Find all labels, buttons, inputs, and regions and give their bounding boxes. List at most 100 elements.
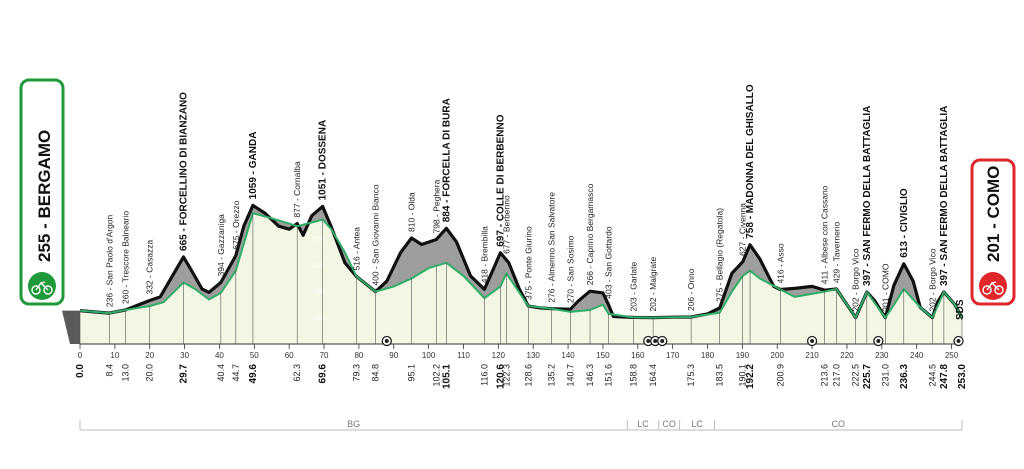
waypoint-km-label: 253.0 [957,364,968,389]
region-label: CO [831,419,845,429]
waypoint-name-label: 665 - FORCELLINO DI BIANZANO [179,92,190,251]
x-axis-tick-label: 10 [110,351,119,360]
waypoint-km-label: 158.8 [629,364,639,387]
waypoint-name-label: 375 - Ponte Giurino [523,226,533,300]
altitude-tick-label: 600 [313,262,325,269]
waypoint-km-label: 84.8 [371,364,381,382]
waypoint-name-label: 627 - Civenna [738,203,748,256]
start-badge: 255 - BERGAMO [19,78,65,306]
waypoint-km-label: 213.6 [820,364,830,387]
region-label: CO [662,419,676,429]
x-axis-tick-label: 230 [875,351,889,360]
waypoint-km-label: 128.6 [523,364,533,387]
waypoint-name-label: 411 - Albese con Cassano [820,185,830,284]
x-axis-tick-label: 200 [771,351,785,360]
finish-badge: 201 - COMO [970,158,1016,306]
km-marker-dot [646,339,651,343]
profile-area-fill [80,205,962,344]
waypoint-name-label: 884 - FORCELLA DI BURA [441,98,452,222]
finish-bike-glyph [982,281,1004,295]
waypoint-name-label: 675 - Orezzo [231,200,241,249]
region-label: BG [347,419,360,429]
km-marker-dot [956,339,961,343]
waypoint-km-label: 151.6 [604,364,614,387]
x-axis-tick-label: 210 [805,351,819,360]
x-axis-tick-label: 30 [180,351,189,360]
waypoint-name-label: 275 - Bellagio (Regatola) [715,208,725,302]
waypoint-km-label: 49.6 [248,364,259,384]
km-marker-dot [653,339,658,343]
waypoint-km-label: 79.3 [351,364,361,382]
waypoint-km-label: 44.7 [231,364,241,382]
waypoint-name-label: 697 - COLLE DI BERBENNO [495,114,506,246]
waypoint-km-label: 217.0 [831,364,841,387]
waypoint-km-label: 247.8 [939,364,950,389]
start-badge-frame [19,78,65,306]
waypoint-name-label: 516 - Antea [351,227,361,271]
waypoint-name-label: 613 - CIVIGLIO [899,188,910,258]
waypoint-km-label: 190.1 [738,364,748,387]
profile-start-side [62,310,80,344]
waypoint-km-label: 120.6 [495,364,506,389]
waypoint-name-label: 403 - San Gottardo [604,226,614,299]
waypoint-km-label: 62.3 [292,364,302,382]
waypoint-name-label: 201 - COMO [880,263,890,312]
waypoint-km-label: 164.4 [648,364,658,387]
waypoint-name-label: 677 - Berbenno [501,195,511,254]
x-axis-tick-label: 220 [840,351,854,360]
waypoint-name-label: 400 - San Giovanni Bianco [371,184,381,285]
waypoint-name-label: 202 - Borgo Vico [927,248,937,311]
waypoint-km-label: 29.7 [179,364,190,384]
waypoint-name-label: 266 - Caprino Bergamasco [585,183,595,285]
waypoint-name-label: 1059 - GANDA [248,132,259,200]
waypoint-name-label: 332 - Casazza [145,239,155,294]
waypoint-km-label: 244.5 [927,364,937,387]
waypoint-name-label: 758 - MADONNA DEL GHISALLO [745,84,756,239]
start-cyclist-icon [28,272,56,300]
waypoint-name-label: 202 - Malgrate [648,256,658,311]
waypoint-name-label: 270 - San Sosimo [566,235,576,303]
waypoint-name-label: 1051 - DOSSENA [318,120,329,201]
waypoint-km-label: 222.5 [851,364,861,387]
waypoint-km-label: 225.7 [862,364,873,389]
x-axis-tick-label: 140 [561,351,575,360]
waypoint-name-label: 260 - Trescore Balneario [120,211,130,304]
waypoint-km-label: 231.0 [880,364,890,387]
waypoint-km-label: 135.2 [546,364,556,387]
waypoint-name-label: 276 - Almenno San Salvatore [546,192,556,303]
waypoint-name-label: 203 - Garlate [629,262,639,312]
waypoint-name-label: 206 - Onno [686,268,696,311]
region-label: LC [691,419,703,429]
waypoint-km-label: 69.6 [318,364,329,384]
x-axis-tick-label: 110 [457,351,470,360]
waypoint-km-label: 105.1 [441,364,452,389]
waypoint-name-label: 418 - Brembilla [479,226,489,283]
altitude-tick-label: 400 [313,289,325,296]
x-axis-tick-label: 60 [285,351,294,360]
waypoint-name-label: 202 - Borgo Vico [851,248,861,311]
finish-badge-frame [970,158,1016,306]
region-label: LC [637,419,649,429]
km-marker-dot [810,339,815,343]
waypoint-name-label: 877 - Cornalba [292,161,302,218]
waypoint-km-label: 146.3 [585,364,595,387]
waypoint-name-label: 394 - Gazzaniga [216,214,226,277]
waypoint-name-label: 429 - Tavernerio [831,221,841,283]
x-axis-tick-label: 90 [389,351,398,360]
waypoint-km-label: 8.4 [104,364,114,377]
waypoint-name-label: 810 - Olda [407,192,417,232]
x-axis-tick-label: 250 [945,351,959,360]
waypoint-km-label: 236.3 [899,364,910,389]
x-axis-tick-label: 0 [78,351,83,360]
waypoint-km-label: 13.0 [120,364,130,382]
finish-badge-text: 201 - COMO [984,166,1003,262]
x-axis-tick-label: 180 [701,351,715,360]
waypoint-km-label: 183.5 [715,364,725,387]
x-axis-tick-label: 190 [736,351,750,360]
waypoint-km-label: 192.2 [745,364,756,389]
waypoint-km-label: 175.3 [686,364,696,387]
x-axis-tick-label: 130 [527,351,541,360]
waypoint-km-label: 20.0 [145,364,155,382]
x-axis-tick-label: 40 [215,351,224,360]
